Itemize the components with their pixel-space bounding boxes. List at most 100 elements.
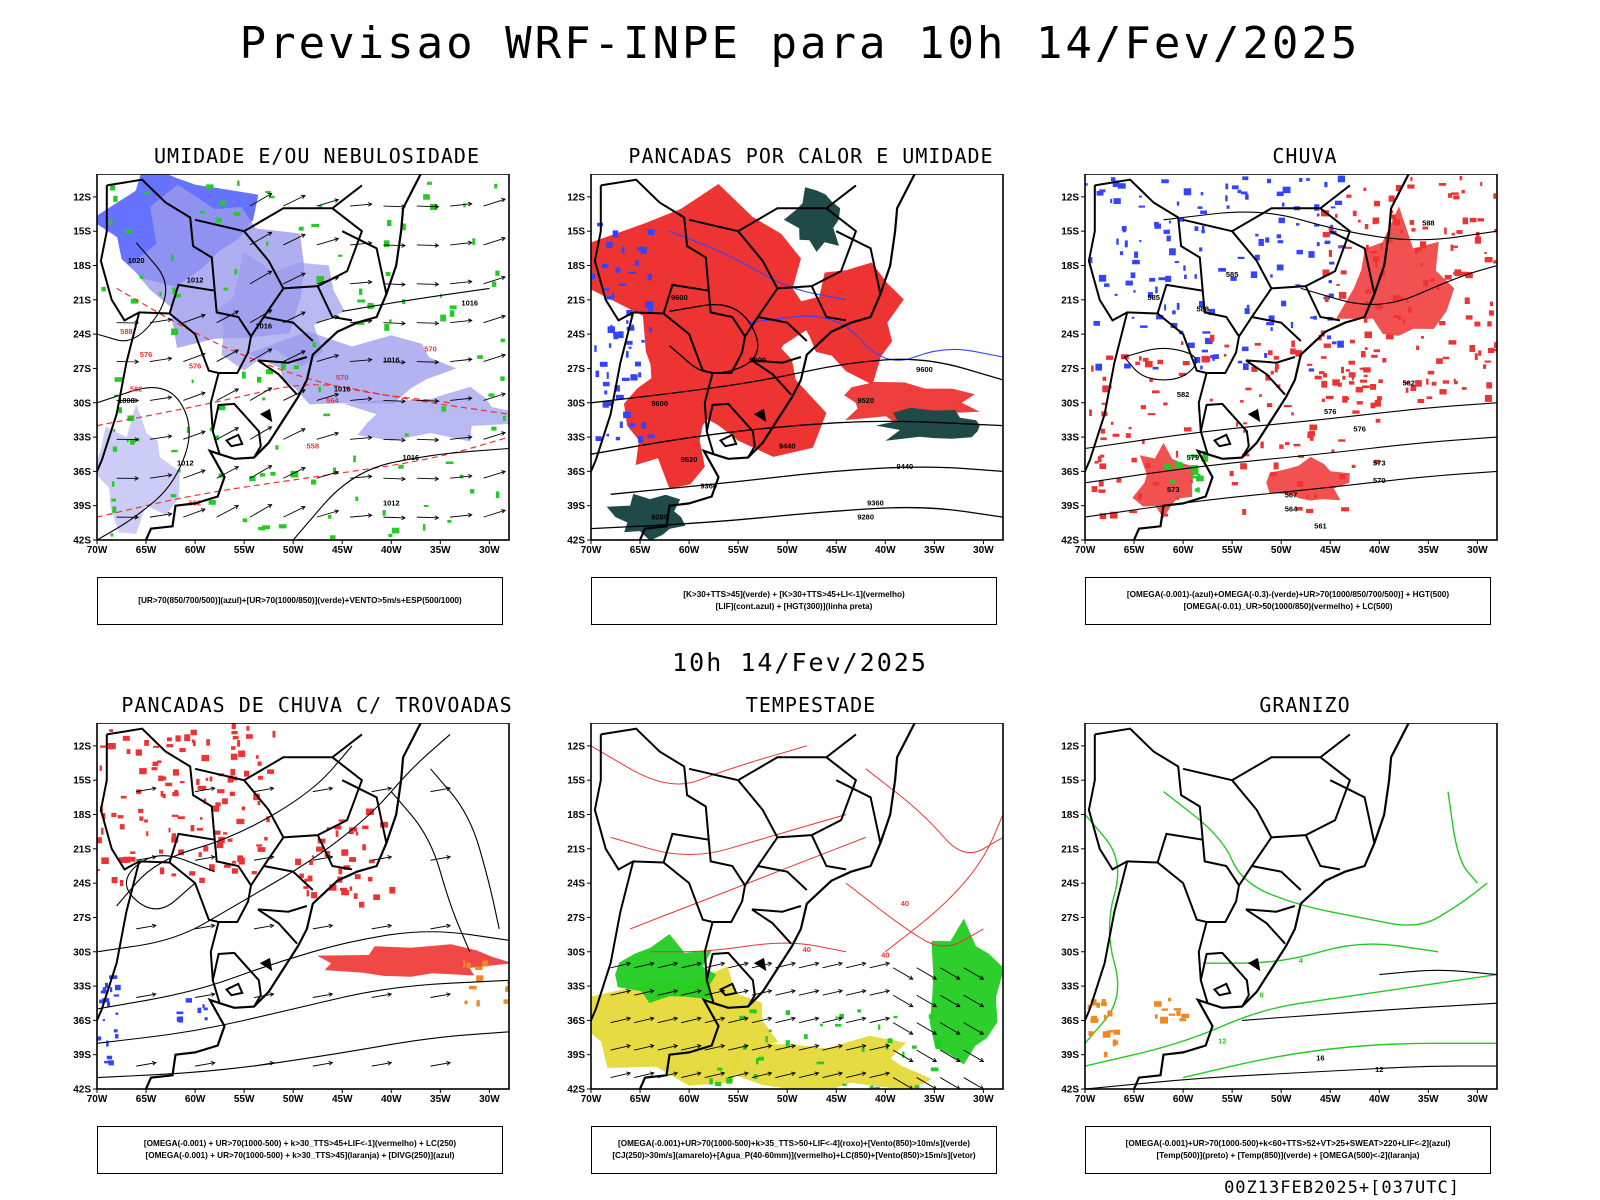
wind-vector — [869, 1072, 890, 1079]
omega-red-speckle — [1140, 405, 1146, 410]
storm-red-speckle — [380, 821, 388, 828]
contour-label: 40 — [803, 945, 811, 954]
lon-tick-label: 60W — [185, 545, 206, 556]
lif-blue-speckle — [602, 381, 610, 387]
wind-vector-head — [767, 1044, 773, 1049]
humidity-green-speckle — [186, 426, 189, 433]
omega-red-speckle — [1348, 381, 1355, 385]
legend-line-2: [OMEGA(-0.01)_UR>50(1000/850)(vermelho) … — [1183, 602, 1393, 611]
wind-vector — [316, 238, 339, 246]
omega-red-speckle — [1309, 424, 1317, 431]
wind-vector-head — [979, 975, 985, 980]
wind-vector-head — [626, 961, 632, 967]
streamline-arrow — [312, 787, 333, 793]
wind-vector-head — [234, 505, 240, 510]
country-border — [1094, 178, 1204, 291]
storm-red-speckle — [306, 890, 309, 897]
wind-vector-head — [861, 989, 867, 994]
wind-vector — [383, 400, 406, 402]
wind-vector-head — [501, 197, 506, 203]
lat-tick-label: 15S — [567, 776, 585, 787]
lif-blue-speckle — [613, 333, 619, 340]
country-border — [316, 834, 353, 871]
omega-red-speckle — [1240, 463, 1247, 470]
storm-orange-speckle — [503, 999, 508, 1004]
lat-tick-label: 21S — [1061, 844, 1079, 855]
wind-vector — [845, 1072, 866, 1079]
wind-vector — [657, 1045, 678, 1051]
panel-umidade: UMIDADE E/OU NEBULOSIDADE 1020 1012 1016 10… — [52, 144, 552, 629]
legend-line-2: [LIF](cont.azul) + [HGT(300)](linha pret… — [715, 602, 873, 611]
omega-red-speckle — [1279, 444, 1284, 449]
country-border — [194, 184, 363, 233]
omega-red-speckle — [1484, 360, 1491, 363]
omega-blue-speckle — [1194, 357, 1201, 363]
omega-red-speckle — [1236, 422, 1239, 427]
wind-vector — [450, 281, 472, 285]
storm-red-speckle — [135, 749, 142, 756]
omega-red-speckle — [1338, 382, 1342, 387]
omega500-orange-speckle — [1107, 1010, 1113, 1017]
humidity-green-speckle — [249, 476, 256, 482]
lon-tick-label: 60W — [1173, 1094, 1194, 1105]
humidity-green-speckle — [423, 505, 429, 507]
lon-tick-label: 55W — [728, 545, 749, 556]
lat-tick-label: 18S — [1061, 810, 1079, 821]
country-border — [283, 207, 364, 290]
storm-red-speckle — [159, 849, 164, 854]
omega-blue-speckle — [1326, 335, 1331, 340]
storm-red-speckle — [355, 831, 359, 836]
humidity-green-speckle — [171, 449, 178, 453]
lif-blue-speckle — [607, 400, 614, 406]
contour-label: 1012 — [177, 459, 194, 468]
omega-blue-speckle — [1328, 280, 1332, 284]
omega-red-speckle — [1266, 403, 1273, 408]
lif-blue-speckle — [614, 385, 620, 392]
wind850-green-speckle — [842, 1083, 847, 1086]
country-border — [1251, 316, 1302, 342]
wind850-green-speckle — [803, 1034, 808, 1039]
lon-tick-label: 35W — [1418, 1094, 1439, 1105]
streamline-850 — [591, 745, 807, 785]
wind-vector-head — [151, 923, 157, 929]
lif-blue-speckle — [591, 273, 595, 280]
omega-red-speckle — [1135, 361, 1140, 365]
legend-line-1: [OMEGA(-0.001) + UR>70(1000-500) + k>30_… — [143, 1139, 457, 1148]
streamline-arrow — [430, 1062, 451, 1067]
omega-red-speckle — [1388, 195, 1395, 202]
lon-tick-label: 70W — [1075, 545, 1096, 556]
geopotential-contour — [1123, 347, 1197, 381]
humidity-green-speckle — [353, 455, 356, 463]
wind-vector — [383, 438, 406, 441]
humidity-green-speckle — [171, 328, 179, 335]
wind-vector — [450, 203, 472, 207]
lon-tick-label: 50W — [1271, 545, 1292, 556]
wind-vector — [216, 388, 239, 401]
divergence-blue-speckle — [99, 999, 104, 1004]
wind850-green-speckle — [820, 1023, 823, 1027]
wind-vector-head — [649, 989, 655, 994]
wind-vector — [483, 276, 506, 285]
wind-vector-head — [401, 515, 406, 521]
lat-tick-label: 33S — [567, 982, 585, 993]
storm-red-speckle — [246, 725, 250, 731]
lon-tick-label: 65W — [1124, 545, 1145, 556]
lif-blue-speckle — [641, 422, 647, 429]
omega-blue-speckle — [1276, 234, 1282, 239]
panel-legend: [UR>70(850/700/500)](azul)+[UR>70(1000/8… — [97, 577, 503, 625]
storm-red-speckle — [354, 874, 361, 880]
humidity-green-speckle — [209, 427, 213, 432]
country-border — [1085, 312, 1129, 474]
humidity-green-speckle — [404, 433, 409, 437]
streamline — [97, 1031, 509, 1079]
wind850-green-speckle — [893, 1015, 898, 1019]
panel-title: UMIDADE E/OU NEBULOSIDADE — [153, 144, 481, 168]
forecast-time-subtitle: 10h 14/Fev/2025 — [672, 648, 928, 677]
lif-blue-speckle — [604, 390, 608, 395]
streamline — [97, 733, 451, 953]
omega-red-speckle — [1209, 334, 1215, 342]
contour-label: 4 — [1299, 956, 1304, 965]
omega-blue-speckle — [1258, 238, 1264, 246]
omega500-orange-speckle — [1101, 999, 1106, 1006]
country-border — [600, 178, 710, 291]
